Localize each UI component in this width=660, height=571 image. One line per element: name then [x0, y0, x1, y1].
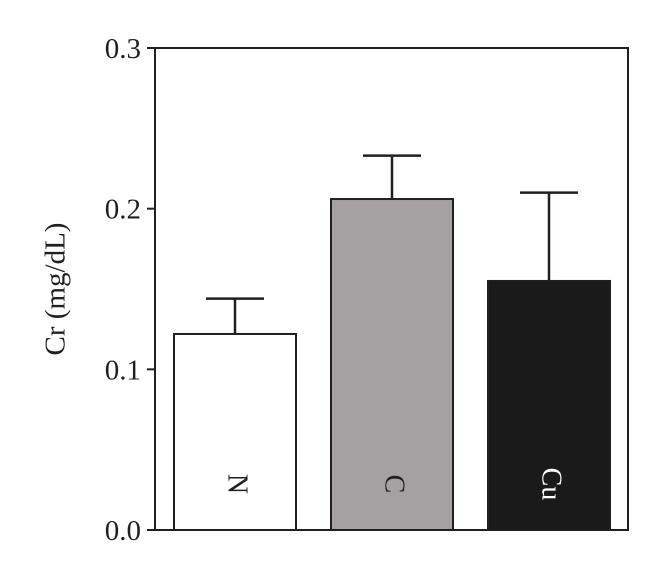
y-axis-label: Cr (mg/dL) — [40, 223, 72, 356]
y-tick-label: 0.3 — [105, 33, 141, 65]
bar-label-c: C — [379, 475, 410, 494]
y-tick-label: 0.1 — [105, 354, 141, 386]
bar-label-n: N — [222, 474, 253, 494]
bar-label-cu: Cu — [536, 468, 567, 501]
y-tick-label: 0.2 — [105, 194, 141, 226]
error-bars-group — [206, 154, 578, 334]
bar-cu — [487, 279, 611, 532]
y-axis-ticks-group: 0.0 0.1 0.2 0.3 — [105, 33, 155, 547]
bars-group: N C Cu — [173, 198, 611, 532]
y-tick-label: 0.0 — [105, 515, 141, 547]
bar-n — [173, 332, 297, 531]
